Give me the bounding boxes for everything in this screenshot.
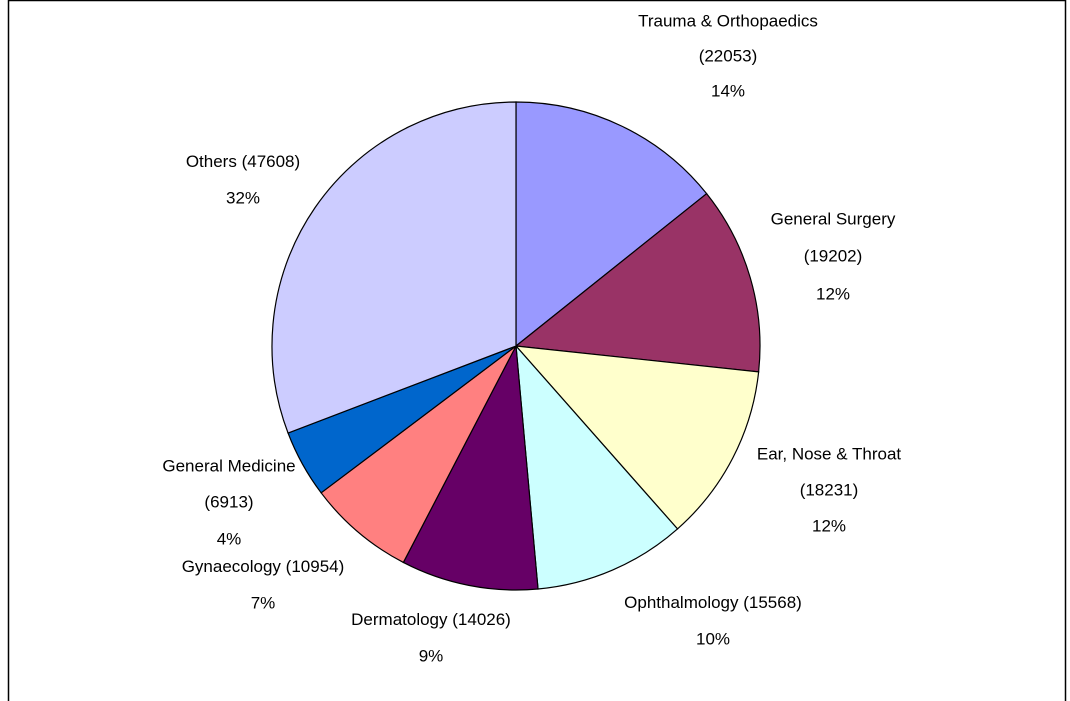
percent-label: 7%	[251, 593, 276, 612]
category-name: General Surgery	[771, 209, 896, 228]
percent-label: 12%	[812, 516, 846, 535]
value-label: (15568)	[743, 593, 802, 612]
value-label: (10954)	[286, 557, 345, 576]
category-name: General Medicine	[162, 456, 295, 475]
slice-label: Gynaecology (10954)	[182, 557, 345, 576]
value-label: (22053)	[699, 46, 758, 65]
slice-label: Others (47608)	[186, 152, 300, 171]
value-label: (47608)	[242, 152, 301, 171]
slice-label: Ophthalmology (15568)	[624, 593, 802, 612]
percent-label: 4%	[217, 529, 242, 548]
category-name: Dermatology	[351, 610, 448, 629]
value-label: (19202)	[804, 246, 863, 265]
percent-label: 12%	[816, 284, 850, 303]
category-name: Others	[186, 152, 237, 171]
value-label: (6913)	[204, 492, 253, 511]
percent-label: 9%	[419, 646, 444, 665]
pie-slice	[514, 345, 760, 530]
category-name: Trauma & Orthopaedics	[638, 11, 818, 30]
percent-label: 14%	[711, 81, 745, 100]
pie-slice	[320, 345, 517, 564]
value-label: (14026)	[452, 610, 511, 629]
category-name: Ear, Nose & Throat	[757, 444, 902, 463]
percent-label: 10%	[696, 629, 730, 648]
percent-label: 32%	[226, 188, 260, 207]
category-name: Ophthalmology	[624, 593, 739, 612]
pie-slice	[271, 101, 517, 434]
category-name: Gynaecology	[182, 557, 282, 576]
pie-slice	[514, 192, 761, 373]
slice-label: Dermatology (14026)	[351, 610, 511, 629]
pie-slice	[515, 101, 708, 348]
pie-slice	[402, 343, 539, 591]
value-label: (18231)	[800, 480, 859, 499]
pie-slice	[515, 344, 679, 590]
